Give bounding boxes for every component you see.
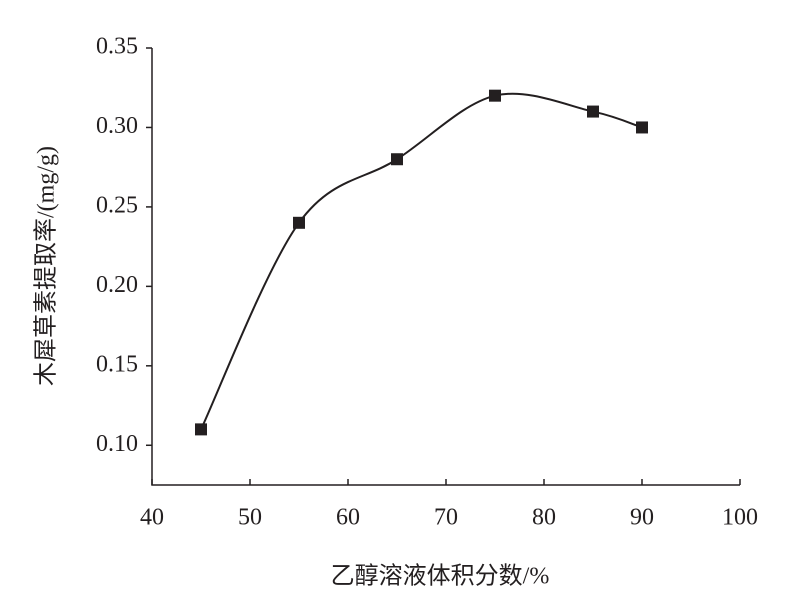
x-tick-label: 60 — [336, 505, 360, 531]
x-tick-label: 100 — [722, 505, 758, 531]
x-tick-label: 40 — [140, 505, 164, 531]
x-tick-label: 70 — [434, 505, 458, 531]
marker — [293, 216, 305, 229]
y-tick-label: 0.30 — [96, 113, 138, 139]
y-axis-label: 木犀草素提取率/(mg/g) — [33, 146, 60, 386]
x-tick-label: 80 — [532, 505, 556, 531]
x-tick-label: 90 — [630, 505, 654, 531]
marker — [489, 89, 501, 102]
y-tick-label: 0.15 — [96, 351, 138, 377]
marker — [391, 153, 403, 166]
x-axis-label: 乙醇溶液体积分数/% — [331, 563, 550, 590]
marker — [195, 423, 207, 436]
x-tick-label: 50 — [238, 505, 262, 531]
marker — [587, 105, 599, 118]
marker — [636, 121, 648, 134]
y-tick-label: 0.10 — [96, 431, 138, 457]
y-tick-label: 0.20 — [96, 272, 138, 298]
line — [200, 92, 643, 430]
y-tick-label: 0.25 — [96, 192, 138, 218]
axes — [151, 48, 740, 486]
y-tick-label: 0.35 — [96, 34, 138, 60]
